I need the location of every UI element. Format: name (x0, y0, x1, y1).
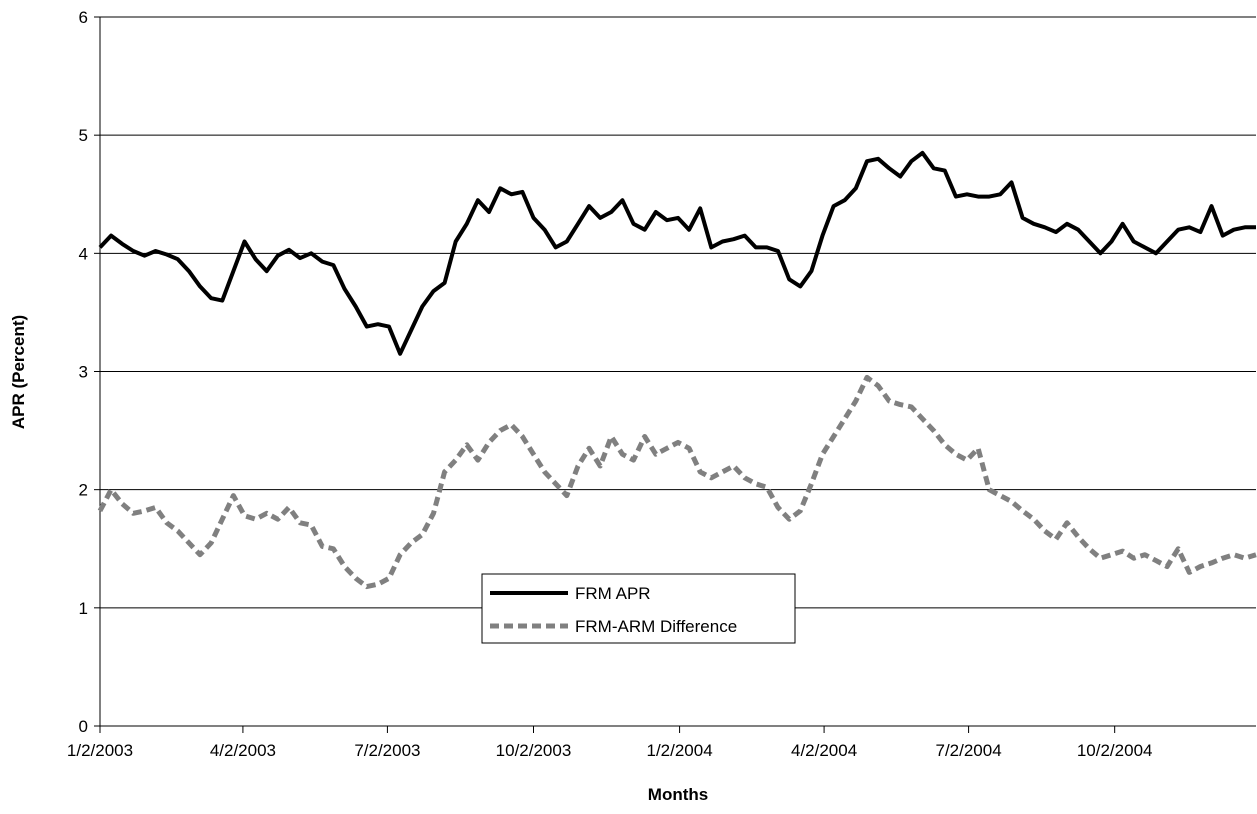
series-line-frm-apr (98, 150, 1256, 356)
legend-box (481, 573, 796, 644)
y-tick-label-5: 5 (79, 126, 88, 145)
y-tick-label-6: 6 (79, 8, 88, 27)
y-axis-title: APR (Percent) (9, 315, 28, 429)
x-tick-label-5: 4/2/2004 (791, 741, 857, 760)
y-tick-label-2: 2 (79, 481, 88, 500)
axes (94, 16, 1256, 733)
y-tick-label-3: 3 (79, 363, 88, 382)
y-tick-label-0: 0 (79, 717, 88, 736)
x-axis-title: Months (648, 785, 708, 804)
legend-label-frm-apr: FRM APR (575, 584, 651, 603)
x-tick-label-7: 10/2/2004 (1077, 741, 1153, 760)
series-line-frm-arm-difference (97, 374, 1257, 590)
x-tick-label-1: 4/2/2003 (210, 741, 276, 760)
x-tick-label-2: 7/2/2003 (354, 741, 420, 760)
legend: FRM APR FRM-ARM Difference (481, 573, 796, 644)
series-group (97, 150, 1257, 590)
x-tick-label-0: 1/2/2003 (67, 741, 133, 760)
tick-labels: 0 1 2 3 4 5 6 1/2/2003 4/2/2003 7/2/2003 10/2/2003… (67, 8, 1153, 760)
x-tick-label-3: 10/2/2003 (496, 741, 572, 760)
y-tick-label-4: 4 (79, 244, 88, 263)
x-tick-label-6: 7/2/2004 (935, 741, 1001, 760)
x-tick-label-4: 1/2/2004 (646, 741, 712, 760)
legend-label-frm-arm-difference: FRM-ARM Difference (575, 617, 737, 636)
y-tick-label-1: 1 (79, 599, 88, 618)
